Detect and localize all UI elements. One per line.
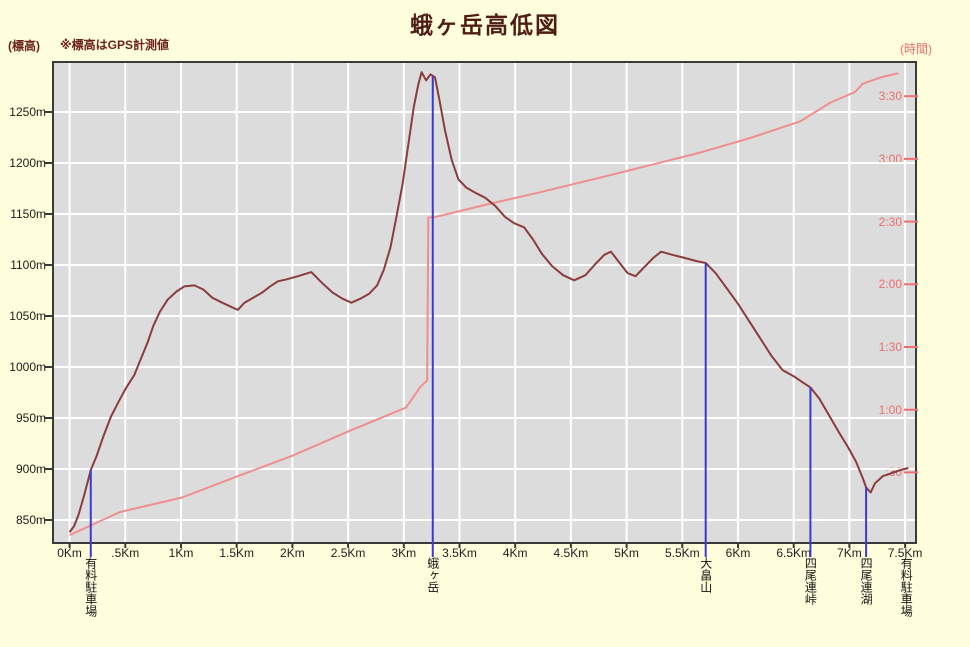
- x-axis-tick-label: 1Km: [168, 546, 194, 560]
- elevation-tick-label: 1100m: [10, 258, 46, 272]
- right-axis-unit-label: (時間): [900, 42, 932, 56]
- elevation-tick-label: 950m: [15, 411, 46, 425]
- elevation-tick-label: 1150m: [10, 207, 46, 221]
- elevation-tick-label: 1050m: [9, 309, 46, 323]
- x-axis-tick-label: 4Km: [502, 546, 528, 560]
- waypoint-label: 大畠山: [698, 557, 713, 593]
- time-line: [69, 72, 899, 537]
- elevation-tick-label: 1000m: [9, 360, 46, 374]
- x-axis-tick-label: 6Km: [725, 546, 751, 560]
- elevation-tick-label: 1250m: [9, 105, 46, 119]
- x-axis-tick-label: 5Km: [614, 546, 639, 560]
- x-axis-tick-label: .5Km: [111, 546, 140, 560]
- time-tick-label: 1:30: [878, 340, 902, 354]
- x-axis-tick-label: 5.5Km: [664, 546, 700, 560]
- waypoint-label: 有料駐車場: [83, 557, 98, 617]
- x-axis-tick-label: 6.5Km: [776, 546, 812, 560]
- time-tick-label: 1:00: [878, 402, 902, 417]
- waypoint-label: 四尾連湖: [859, 557, 874, 605]
- waypoint-label: 有料駐車場: [899, 557, 914, 617]
- waypoint-label: 蛾ヶ岳: [425, 557, 440, 593]
- gps-note: ※標高はGPS計測値: [60, 38, 170, 52]
- waypoint-label: 四尾連峠: [803, 557, 818, 605]
- x-axis-tick-label: 2.5Km: [330, 546, 366, 560]
- time-tick-label: 2:00: [878, 277, 902, 292]
- left-axis-unit-label: (標高): [8, 39, 40, 53]
- elevation-tick-label: 900m: [15, 462, 46, 476]
- x-axis-tick-label: 1.5Km: [219, 546, 255, 560]
- x-axis-tick-label: 2Km: [280, 546, 305, 560]
- elevation-tick-label: 1200m: [9, 156, 46, 170]
- page-title: 蛾ヶ岳高低図: [410, 12, 560, 38]
- time-tick-label: 3:30: [878, 89, 902, 104]
- elevation-tick-label: 850m: [15, 513, 46, 527]
- x-axis-tick-label: 4.5Km: [553, 546, 589, 560]
- x-axis-tick-label: 0Km: [57, 546, 82, 560]
- plot-border: [52, 61, 917, 544]
- x-axis-tick-label: 3.5Km: [442, 546, 477, 560]
- elevation-line: [68, 71, 909, 533]
- x-axis-tick-label: 7Km: [837, 546, 862, 560]
- plot-area: [53, 62, 916, 543]
- x-axis-tick-label: 3Km: [391, 546, 417, 560]
- time-tick-label: 2:30: [878, 214, 902, 229]
- x-axis-tick-label: 7.5Km: [887, 546, 923, 560]
